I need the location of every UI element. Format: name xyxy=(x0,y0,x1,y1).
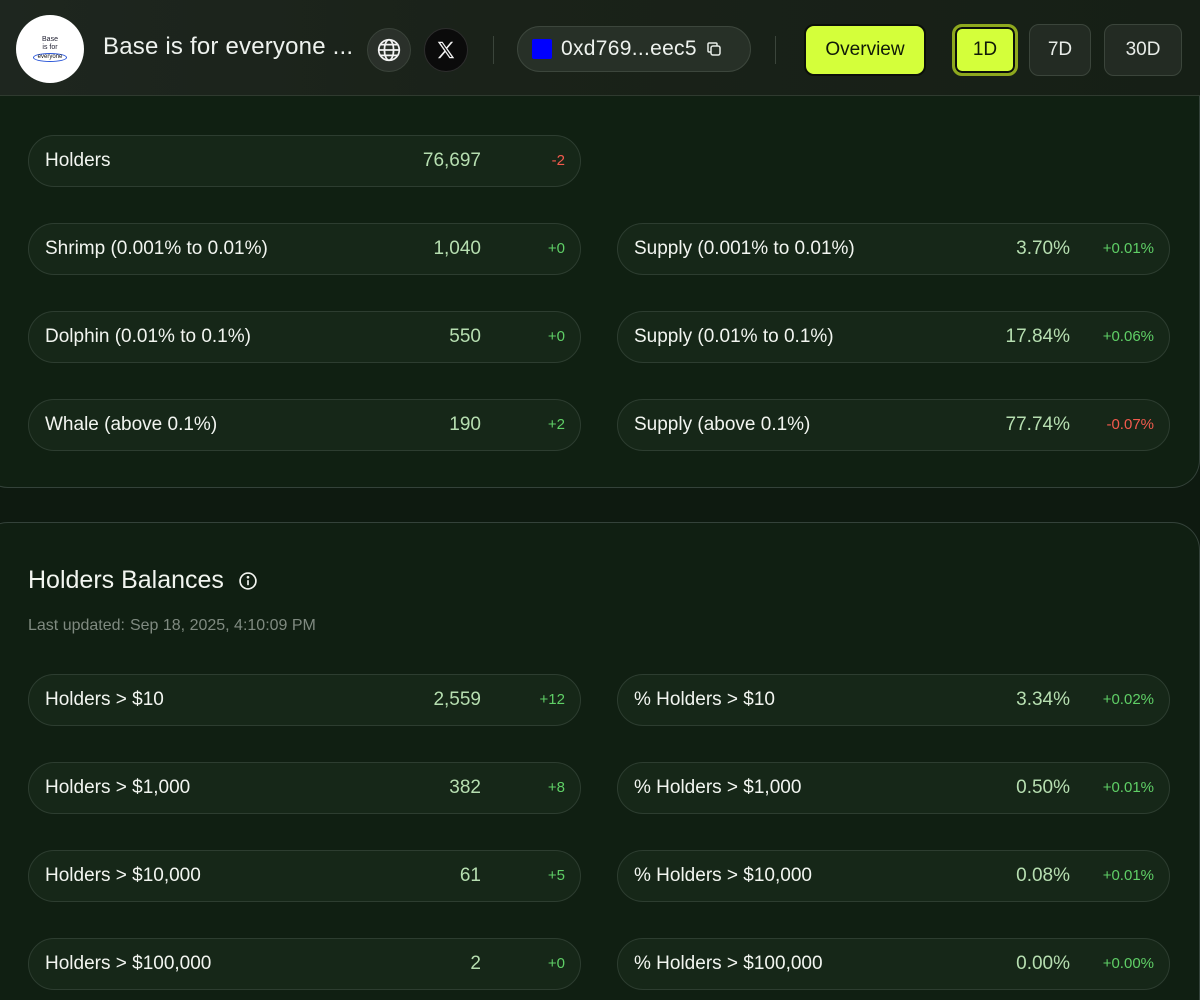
stat-label: Holders > $10 xyxy=(45,689,164,710)
contract-address: 0xd769...eec5 xyxy=(561,37,697,60)
logo-line-2: is for xyxy=(42,44,58,51)
stat-change: +0.00% xyxy=(1102,955,1154,972)
stat-change: +0.06% xyxy=(1102,328,1154,345)
header-divider xyxy=(775,36,776,64)
stat-holders-over-100000: Holders > $100,000 2 +0 xyxy=(28,938,581,990)
stat-change: +8 xyxy=(547,779,565,796)
stat-pct-holders-over-1000: % Holders > $1,000 0.50% +0.01% xyxy=(617,762,1170,814)
stat-label: Dolphin (0.01% to 0.1%) xyxy=(45,326,251,347)
token-header: Base is for everyone Base is for everyon… xyxy=(0,0,1200,96)
range-1d-button[interactable]: 1D xyxy=(952,24,1018,76)
stat-value: 61 xyxy=(459,865,481,886)
holders-balances-panel xyxy=(0,522,1200,1000)
stat-label: Holders xyxy=(45,150,111,171)
stat-value: 0.50% xyxy=(1016,777,1070,798)
stat-label: % Holders > $10 xyxy=(634,689,775,710)
stat-value: 190 xyxy=(449,414,481,435)
stat-value: 17.84% xyxy=(1005,326,1070,347)
holders-balances-title: Holders Balances xyxy=(28,566,224,594)
copy-icon[interactable] xyxy=(705,40,723,58)
stat-value: 0.00% xyxy=(1016,953,1070,974)
stat-label: Holders > $10,000 xyxy=(45,865,201,886)
website-button[interactable] xyxy=(367,28,411,72)
stat-pct-holders-over-10: % Holders > $10 3.34% +0.02% xyxy=(617,674,1170,726)
stat-tier-whale: Whale (above 0.1%) 190 +2 xyxy=(28,399,581,451)
stat-label: % Holders > $1,000 xyxy=(634,777,802,798)
header-divider xyxy=(493,36,494,64)
last-updated: Last updated: Sep 18, 2025, 4:10:09 PM xyxy=(28,617,316,635)
stat-value: 2 xyxy=(470,953,481,974)
overview-button[interactable]: Overview xyxy=(804,24,926,76)
stat-label: Holders > $1,000 xyxy=(45,777,191,798)
stat-value: 2,559 xyxy=(433,689,481,710)
stat-pct-holders-over-10000: % Holders > $10,000 0.08% +0.01% xyxy=(617,850,1170,902)
stat-label: Supply (0.001% to 0.01%) xyxy=(634,238,855,259)
logo-line-1: Base xyxy=(42,36,58,43)
token-logo: Base is for everyone xyxy=(16,15,84,83)
stat-supply-whale: Supply (above 0.1%) 77.74% -0.07% xyxy=(617,399,1170,451)
stat-label: Supply (above 0.1%) xyxy=(634,414,811,435)
globe-icon xyxy=(377,38,401,62)
range-7d-button[interactable]: 7D xyxy=(1029,24,1091,76)
stat-change: +0.02% xyxy=(1102,691,1154,708)
stat-label: Shrimp (0.001% to 0.01%) xyxy=(45,238,268,259)
stat-change: +0 xyxy=(547,328,565,345)
stat-supply-dolphin: Supply (0.01% to 0.1%) 17.84% +0.06% xyxy=(617,311,1170,363)
x-social-button[interactable] xyxy=(424,28,468,72)
stat-holders-over-1000: Holders > $1,000 382 +8 xyxy=(28,762,581,814)
stat-value: 1,040 xyxy=(433,238,481,259)
last-updated-label: Last updated: xyxy=(28,617,125,634)
stat-tier-dolphin: Dolphin (0.01% to 0.1%) 550 +0 xyxy=(28,311,581,363)
stat-change: +0 xyxy=(547,240,565,257)
info-icon[interactable] xyxy=(238,571,258,591)
stat-value: 382 xyxy=(449,777,481,798)
stat-value: 76,697 xyxy=(422,150,481,171)
stat-label: Whale (above 0.1%) xyxy=(45,414,218,435)
stat-label: % Holders > $10,000 xyxy=(634,865,812,886)
stat-change: +12 xyxy=(539,691,565,708)
stat-change: -0.07% xyxy=(1106,416,1154,433)
stat-holders-total: Holders 76,697 -2 xyxy=(28,135,581,187)
stat-change: +0.01% xyxy=(1102,867,1154,884)
chain-color-swatch xyxy=(532,39,552,59)
stat-holders-over-10000: Holders > $10,000 61 +5 xyxy=(28,850,581,902)
stat-change: +0 xyxy=(547,955,565,972)
stat-change: -2 xyxy=(551,152,565,169)
stat-value: 0.08% xyxy=(1016,865,1070,886)
token-title: Base is for everyone ... xyxy=(103,33,354,60)
stat-value: 3.34% xyxy=(1016,689,1070,710)
stat-tier-shrimp: Shrimp (0.001% to 0.01%) 1,040 +0 xyxy=(28,223,581,275)
stat-label: Supply (0.01% to 0.1%) xyxy=(634,326,834,347)
stat-change: +5 xyxy=(547,867,565,884)
contract-address-chip[interactable]: 0xd769...eec5 xyxy=(517,26,751,72)
stat-value: 77.74% xyxy=(1005,414,1070,435)
stat-label: % Holders > $100,000 xyxy=(634,953,823,974)
stat-pct-holders-over-100000: % Holders > $100,000 0.00% +0.00% xyxy=(617,938,1170,990)
stat-value: 3.70% xyxy=(1016,238,1070,259)
last-updated-timestamp: Sep 18, 2025, 4:10:09 PM xyxy=(129,617,316,634)
stat-value: 550 xyxy=(449,326,481,347)
logo-line-3: everyone xyxy=(32,53,68,62)
stat-holders-over-10: Holders > $10 2,559 +12 xyxy=(28,674,581,726)
section-title: Holders Balances xyxy=(28,566,258,595)
range-30d-button[interactable]: 30D xyxy=(1104,24,1182,76)
stat-change: +2 xyxy=(547,416,565,433)
stat-label: Holders > $100,000 xyxy=(45,953,212,974)
stat-change: +0.01% xyxy=(1102,240,1154,257)
stat-supply-shrimp: Supply (0.001% to 0.01%) 3.70% +0.01% xyxy=(617,223,1170,275)
x-logo-icon xyxy=(437,41,455,59)
stat-change: +0.01% xyxy=(1102,779,1154,796)
